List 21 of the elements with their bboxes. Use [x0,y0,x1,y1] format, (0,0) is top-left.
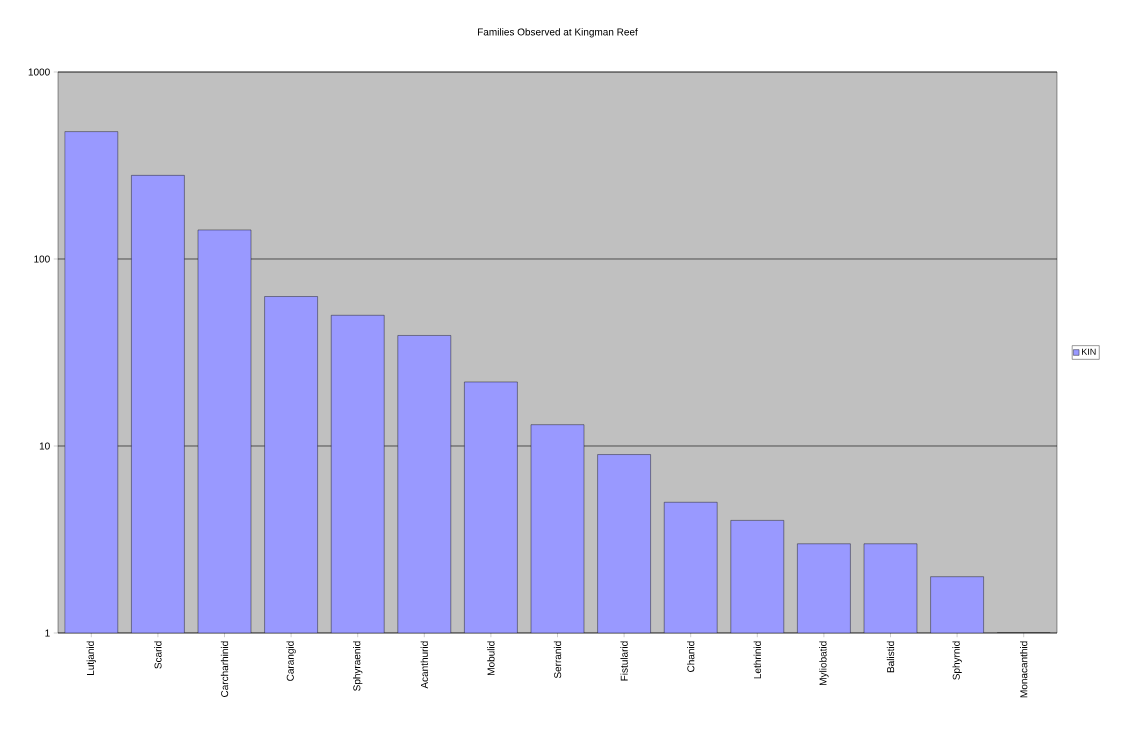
chart-title: Families Observed at Kingman Reef [478,28,638,38]
x-tick-label: Monacanthid [1020,641,1028,698]
y-tick-label: 1000 [28,68,50,76]
x-tick-label: Lutjanid [86,641,96,675]
x-tick-label: Lethrinid [753,641,761,679]
x-tick-label: Fistularid [620,641,628,681]
y-tick-label: 1 [45,629,50,637]
legend-label: KIN [1082,348,1096,355]
x-tick-label: Carcharhinid [220,641,229,697]
y-tick-label: 10 [39,442,50,450]
x-tick-label: Carangid [286,641,296,681]
x-tick-label: Serranid [553,641,562,679]
x-tick-label: Mobulid [487,641,495,675]
x-tick-label: Sphyrnid [952,641,962,680]
x-tick-label: Acanthurid [420,641,428,689]
x-tick-label: Myliobatid [819,641,829,685]
x-tick-label: Balistid [886,641,895,673]
y-tick-label: 100 [34,255,50,263]
x-tick-label: Chanid [687,641,695,672]
x-tick-label: Scarid [154,641,162,669]
x-tick-label: Sphyraenid [353,641,363,691]
